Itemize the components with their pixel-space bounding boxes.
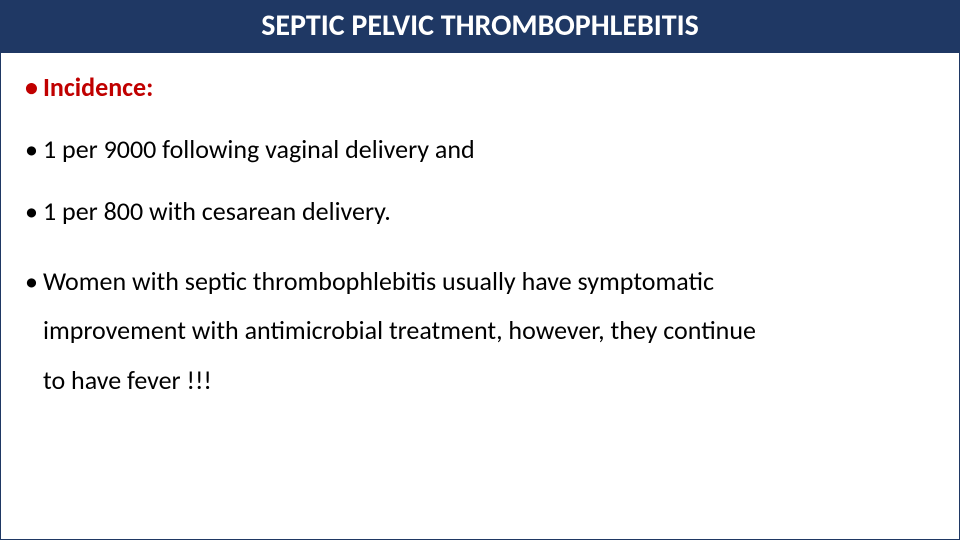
bullet-dot-icon xyxy=(25,195,43,227)
line2-text: 1 per 800 with cesarean delivery. xyxy=(43,195,391,227)
bullet-dot-icon xyxy=(25,71,43,103)
bullet-dot-icon xyxy=(25,133,43,165)
incidence-label: Incidence: xyxy=(43,71,153,103)
slide-content: Incidence: 1 per 9000 following vaginal … xyxy=(1,53,959,405)
para-first-text: Women with septic thrombophlebitis usual… xyxy=(43,257,714,306)
para-rest1-text: improvement with antimicrobial treatment… xyxy=(43,314,756,346)
bullet-line2: 1 per 800 with cesarean delivery. xyxy=(25,195,935,227)
bullet-line1: 1 per 9000 following vaginal delivery an… xyxy=(25,133,935,165)
bullet-paragraph: Women with septic thrombophlebitis usual… xyxy=(25,257,935,405)
bullet-incidence: Incidence: xyxy=(25,71,935,103)
para-rest2-text: to have fever !!! xyxy=(43,364,212,396)
slide: SEPTIC PELVIC THROMBOPHLEBITIS Incidence… xyxy=(0,0,960,540)
line1-text: 1 per 9000 following vaginal delivery an… xyxy=(43,133,475,165)
bullet-dot-icon xyxy=(25,257,43,306)
para-rest-line-1: improvement with antimicrobial treatment… xyxy=(25,306,935,355)
para-first-line: Women with septic thrombophlebitis usual… xyxy=(25,257,935,306)
slide-title: SEPTIC PELVIC THROMBOPHLEBITIS xyxy=(261,7,699,44)
para-rest-line-2: to have fever !!! xyxy=(25,356,935,405)
slide-title-bar: SEPTIC PELVIC THROMBOPHLEBITIS xyxy=(1,1,959,53)
